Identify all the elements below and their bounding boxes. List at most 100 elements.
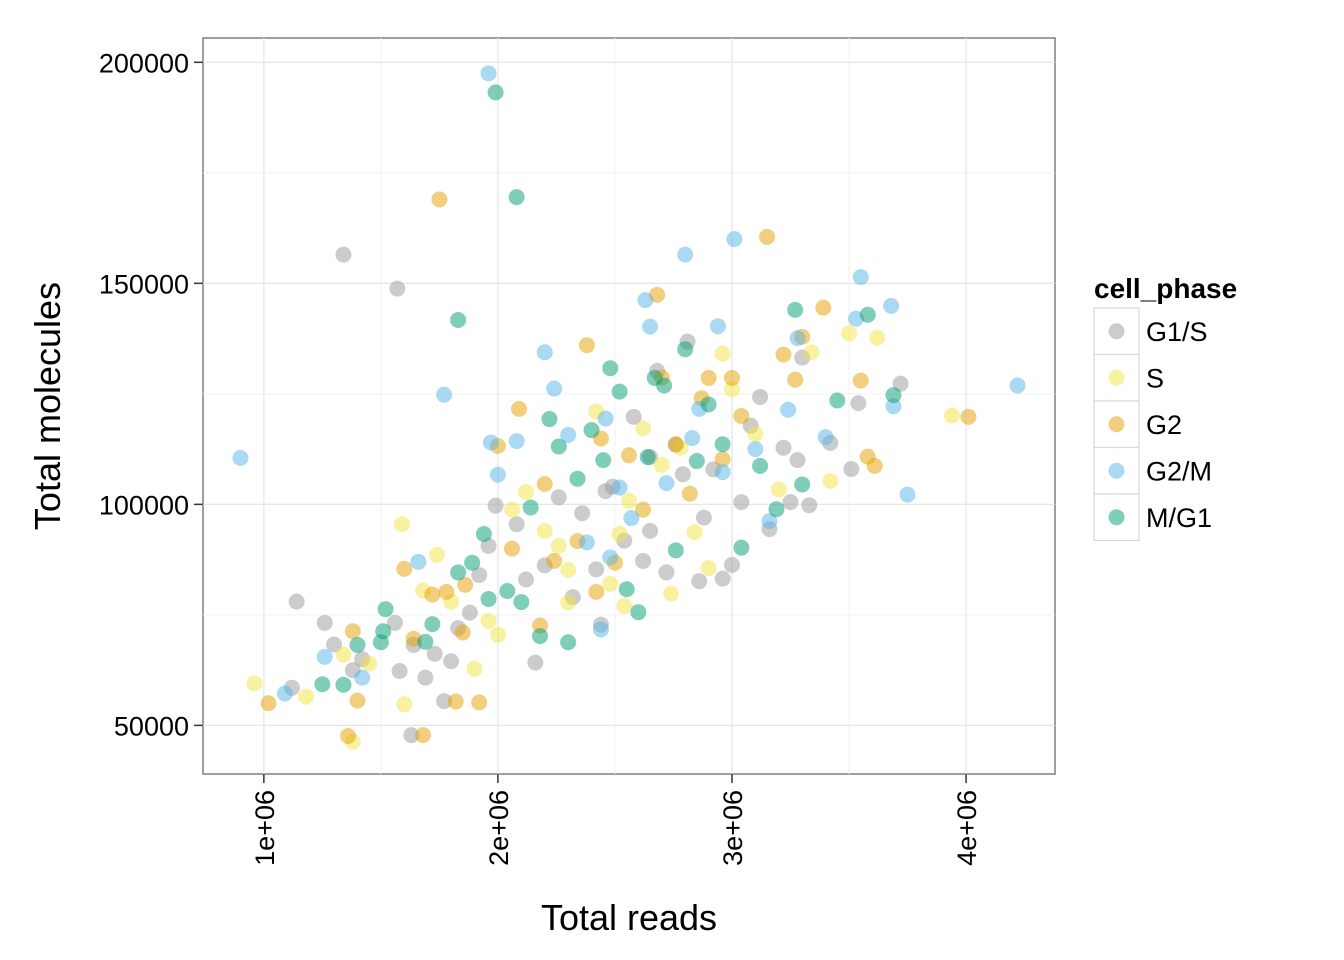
point-g2 xyxy=(621,447,637,464)
point-g2-m xyxy=(852,269,869,286)
point-s xyxy=(429,546,446,563)
point-g2 xyxy=(759,228,776,245)
point-g1-s xyxy=(775,439,792,456)
point-g2 xyxy=(815,299,832,316)
point-s xyxy=(335,646,352,663)
point-g2-m xyxy=(536,344,553,361)
legend-marker-s xyxy=(1108,369,1125,386)
y-tick-label: 150000 xyxy=(99,269,189,299)
point-g2-m xyxy=(789,330,806,347)
point-g2-m xyxy=(546,380,563,397)
point-m-g1 xyxy=(314,676,331,693)
y-tick-label: 100000 xyxy=(99,490,189,520)
point-g1-s xyxy=(843,460,860,477)
point-g2 xyxy=(866,457,883,474)
point-g1-s xyxy=(508,516,525,533)
point-g2 xyxy=(424,586,441,603)
point-g1-s xyxy=(588,561,605,578)
point-g1-s xyxy=(518,571,535,588)
point-g2-m xyxy=(714,464,731,481)
point-g2-m xyxy=(316,648,333,665)
point-m-g1 xyxy=(424,616,441,633)
point-g1-s xyxy=(550,489,567,506)
point-g2-m xyxy=(508,433,525,450)
point-g1-s xyxy=(597,483,614,500)
point-g1-s xyxy=(752,388,769,405)
point-m-g1 xyxy=(450,564,467,581)
grid-lines xyxy=(203,38,1055,774)
point-g2 xyxy=(447,693,464,710)
point-s xyxy=(246,675,263,692)
point-m-g1 xyxy=(859,306,876,323)
point-g1-s xyxy=(335,246,352,263)
y-tick-label: 200000 xyxy=(99,48,189,78)
legend: cell_phase G1/S S G2 G2/M M/G1 xyxy=(1093,273,1237,542)
point-g2-m xyxy=(276,685,293,702)
point-s xyxy=(869,329,886,346)
legend-label-g2: G2 xyxy=(1146,410,1182,440)
point-m-g1 xyxy=(375,623,392,640)
point-s xyxy=(770,481,787,498)
point-g2-m xyxy=(1009,377,1026,394)
point-g2 xyxy=(700,369,717,386)
point-g2 xyxy=(635,501,652,518)
point-g1-s xyxy=(642,522,659,539)
point-m-g1 xyxy=(377,601,394,618)
point-m-g1 xyxy=(700,396,717,413)
point-s xyxy=(944,407,961,424)
point-m-g1 xyxy=(639,449,656,466)
axes: 1e+06 2e+06 3e+06 4e+06 50000 100000 150000 200… xyxy=(99,48,982,866)
point-g2 xyxy=(667,436,684,453)
point-g2-m xyxy=(637,292,654,309)
y-tick-label: 50000 xyxy=(114,711,189,741)
legend-title: cell_phase xyxy=(1094,273,1237,304)
point-s xyxy=(621,492,637,509)
point-g1-s xyxy=(403,727,420,744)
point-g2 xyxy=(457,576,474,593)
point-g2-m xyxy=(780,401,797,418)
x-tick-label: 2e+06 xyxy=(484,790,514,866)
point-g1-s xyxy=(436,693,453,710)
point-s xyxy=(714,345,731,362)
point-m-g1 xyxy=(583,422,600,439)
point-g2-m xyxy=(885,398,902,415)
point-g2 xyxy=(503,540,520,557)
point-s xyxy=(518,483,535,500)
point-g2-m xyxy=(899,486,916,503)
point-m-g1 xyxy=(487,84,504,101)
point-m-g1 xyxy=(656,377,673,394)
point-g2-m xyxy=(410,553,427,570)
point-m-g1 xyxy=(513,594,530,611)
point-g2-m xyxy=(489,466,506,483)
point-g1-s xyxy=(892,375,909,392)
point-g2-m xyxy=(232,449,249,466)
point-s xyxy=(803,344,820,361)
x-tick-label: 1e+06 xyxy=(250,790,280,866)
point-s xyxy=(466,660,483,677)
point-g1-s xyxy=(674,466,691,483)
point-s xyxy=(653,457,670,474)
point-m-g1 xyxy=(677,341,694,358)
point-s xyxy=(560,561,577,578)
plot-panel xyxy=(202,37,1056,775)
point-g1-s xyxy=(625,408,642,425)
point-g2 xyxy=(454,624,471,641)
point-m-g1 xyxy=(733,539,750,556)
point-m-g1 xyxy=(688,453,705,470)
point-m-g1 xyxy=(611,383,628,400)
point-m-g1 xyxy=(335,676,352,693)
point-s xyxy=(635,420,652,437)
point-m-g1 xyxy=(560,634,577,651)
point-g2 xyxy=(471,694,488,711)
legend-marker-m-g1 xyxy=(1108,509,1125,526)
legend-marker-g2-m xyxy=(1108,462,1125,479)
point-g2 xyxy=(349,692,366,709)
point-m-g1 xyxy=(829,392,846,409)
point-g2-m xyxy=(677,246,694,263)
point-m-g1 xyxy=(532,628,549,645)
point-g1-s xyxy=(635,552,652,569)
point-g2 xyxy=(546,552,563,569)
point-g2 xyxy=(681,485,698,502)
y-axis-title: Total molecules xyxy=(27,282,68,530)
point-g2 xyxy=(578,337,595,354)
